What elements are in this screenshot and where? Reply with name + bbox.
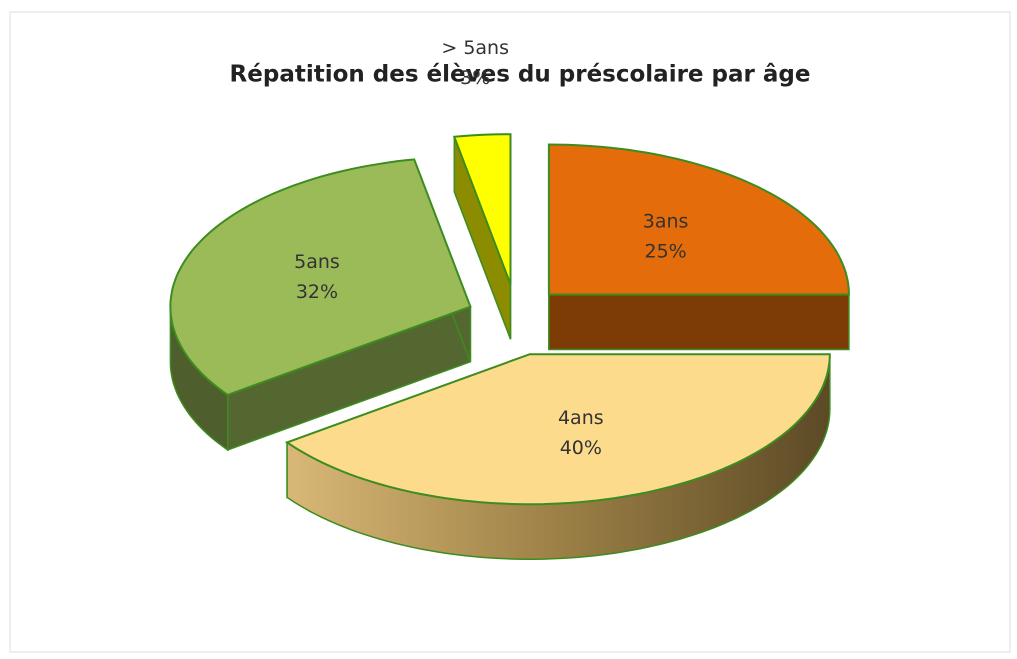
data-label-category: 5ans [294,251,340,273]
data-label-category: 4ans [558,407,604,429]
data-label-value: 3% [460,67,490,89]
chart-title: Répatition des élèves du préscolaire par… [230,62,811,88]
frame [9,11,1011,653]
data-label-value: 40% [560,437,602,459]
slice-wall [548,293,850,351]
data-label-category: > 5ans [441,37,509,59]
data-label-value: 25% [644,241,686,263]
data-label-category: 3ans [643,211,689,233]
slice [284,353,831,506]
slice [452,133,512,285]
slice [169,158,472,397]
slice [547,143,850,296]
data-label-value: 32% [296,281,338,303]
